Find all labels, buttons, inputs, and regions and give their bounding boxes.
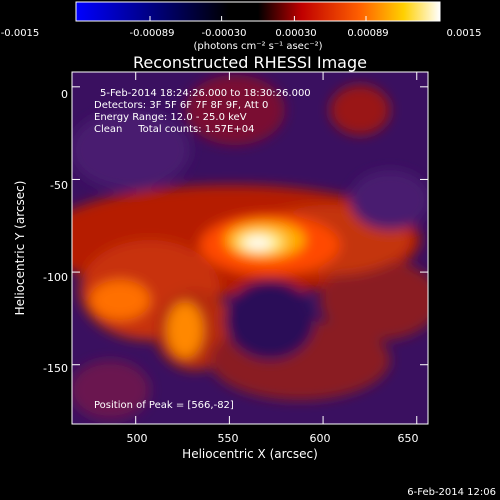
colorbar-tick-2: -0.00030 xyxy=(202,28,247,39)
colorbar xyxy=(75,1,441,22)
colorbar-ticks xyxy=(75,16,441,21)
chart-title: Reconstructed RHESSI Image xyxy=(133,53,367,72)
x-tick-label-2: 600 xyxy=(310,432,331,445)
peak-position-label: Position of Peak = [566,-82] xyxy=(94,400,234,411)
annotation-time-range: 5-Feb-2014 18:24:26.000 to 18:30:26.000 xyxy=(100,88,311,99)
y-tick-label-2: -100 xyxy=(43,271,68,284)
colorbar-units-label: (photons cm⁻² s⁻¹ asec⁻²) xyxy=(193,41,322,52)
plot-frame xyxy=(71,71,429,425)
colorbar-tick-0: -0.0015 xyxy=(1,28,40,39)
y-tick-label-0: 0 xyxy=(61,88,68,101)
colorbar-tick-5: 0.0015 xyxy=(447,28,482,39)
colorbar-tick-1: -0.00089 xyxy=(130,28,175,39)
y-tick-label-1: -50 xyxy=(50,179,68,192)
annotation-energy-range: Energy Range: 12.0 - 25.0 keV xyxy=(94,112,247,123)
x-axis-label: Heliocentric X (arcsec) xyxy=(182,447,318,461)
footer-timestamp: 6-Feb-2014 12:06 xyxy=(407,487,496,498)
annotation-clean-counts: Clean Total counts: 1.57E+04 xyxy=(94,124,254,135)
colorbar-tick-4: 0.00089 xyxy=(347,28,388,39)
annotation-detectors: Detectors: 3F 5F 6F 7F 8F 9F, Att 0 xyxy=(94,100,268,111)
axis-tick-marks xyxy=(72,72,428,424)
y-tick-label-3: -150 xyxy=(43,362,68,375)
x-tick-label-1: 550 xyxy=(218,432,239,445)
y-axis-label: Heliocentric Y (arcsec) xyxy=(13,181,27,316)
x-tick-label-3: 650 xyxy=(398,432,419,445)
colorbar-tick-3: 0.00030 xyxy=(275,28,316,39)
heatmap-image xyxy=(72,72,428,424)
x-tick-label-0: 500 xyxy=(127,432,148,445)
